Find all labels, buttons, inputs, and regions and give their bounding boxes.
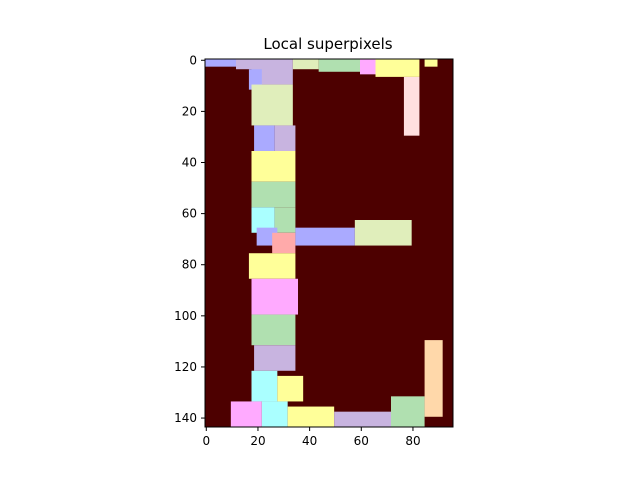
superpixel-segment [251, 151, 296, 182]
superpixel-segment [424, 340, 443, 417]
y-tick-label: 140 [174, 411, 197, 425]
superpixel-segment [230, 401, 262, 427]
superpixel-segment [292, 59, 319, 70]
superpixel-segment [360, 59, 376, 75]
y-axis: 0 20 40 60 80 100 120 140 [174, 53, 205, 425]
x-tick-label: 0 [202, 434, 210, 448]
superpixel-segment [236, 59, 252, 70]
superpixel-segment [354, 220, 412, 246]
superpixel-segment [391, 396, 425, 427]
superpixel-segment [274, 125, 296, 151]
superpixel-segment [424, 59, 438, 67]
plot-area [204, 58, 454, 428]
axes-frame [204, 58, 454, 428]
x-axis: 0 20 40 60 80 [202, 427, 421, 448]
y-tick-label: 60 [182, 207, 197, 221]
superpixel-segments [205, 59, 443, 427]
superpixel-segment [318, 59, 360, 72]
superpixel-segment [403, 76, 420, 136]
superpixel-segment [287, 406, 335, 427]
superpixel-segment [261, 401, 288, 427]
chart-title: Local superpixels [263, 35, 392, 53]
superpixel-segment [248, 253, 296, 279]
superpixel-segment [251, 181, 296, 208]
superpixel-segment [334, 411, 391, 427]
x-tick-label: 40 [302, 434, 317, 448]
superpixel-segment [277, 375, 304, 402]
y-tick-label: 80 [182, 258, 197, 272]
x-tick-label: 60 [354, 434, 369, 448]
superpixel-segment [251, 370, 278, 402]
superpixel-segment [251, 278, 298, 315]
superpixel-segment [251, 84, 293, 126]
y-tick-label: 20 [182, 104, 197, 118]
superpixel-segment [205, 59, 236, 67]
superpixel-segment [272, 232, 296, 254]
y-tick-label: 100 [174, 309, 197, 323]
superpixel-segment [274, 207, 296, 233]
superpixel-segment [251, 314, 296, 346]
y-tick-label: 40 [182, 156, 197, 170]
superpixel-segment [295, 227, 355, 246]
superpixel-segment [254, 125, 275, 151]
y-tick-label: 0 [189, 53, 197, 67]
superpixel-segment [254, 345, 296, 371]
x-tick-label: 80 [405, 434, 420, 448]
x-tick-label: 20 [250, 434, 265, 448]
superpixel-segment [251, 207, 275, 233]
y-tick-label: 120 [174, 360, 197, 374]
superpixel-segment [375, 59, 420, 77]
